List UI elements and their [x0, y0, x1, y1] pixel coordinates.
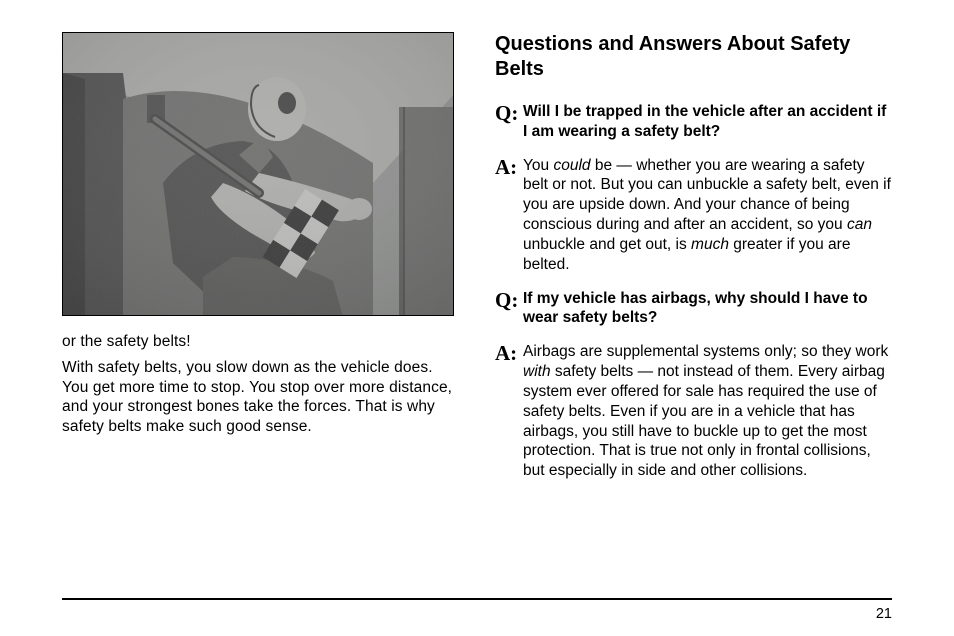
q-label: Q:: [495, 102, 523, 142]
a-label: A:: [495, 342, 523, 481]
footer-rule: [62, 598, 892, 600]
qa-list: Q:Will I be trapped in the vehicle after…: [495, 102, 892, 481]
a-label: A:: [495, 156, 523, 275]
question-block: Q:Will I be trapped in the vehicle after…: [495, 102, 892, 142]
left-text: or the safety belts! With safety belts, …: [62, 332, 459, 437]
answer-text: You could be — whether you are wearing a…: [523, 156, 892, 275]
answer-block: A:Airbags are supplemental systems only;…: [495, 342, 892, 481]
answer-block: A:You could be — whether you are wearing…: [495, 156, 892, 275]
left-column: or the safety belts! With safety belts, …: [62, 32, 459, 578]
question-block: Q:If my vehicle has airbags, why should …: [495, 289, 892, 329]
question-text: Will I be trapped in the vehicle after a…: [523, 102, 892, 142]
answer-text: Airbags are supplemental systems only; s…: [523, 342, 892, 481]
caption-paragraph: With safety belts, you slow down as the …: [62, 358, 459, 437]
page-number: 21: [876, 606, 892, 622]
crash-test-photo: [62, 32, 454, 316]
crash-dummy-illustration: [63, 33, 454, 316]
section-heading: Questions and Answers About Safety Belts: [495, 32, 892, 82]
caption-line-1: or the safety belts!: [62, 332, 459, 352]
page: or the safety belts! With safety belts, …: [0, 0, 954, 636]
columns: or the safety belts! With safety belts, …: [62, 32, 892, 578]
question-text: If my vehicle has airbags, why should I …: [523, 289, 892, 329]
q-label: Q:: [495, 289, 523, 329]
right-column: Questions and Answers About Safety Belts…: [495, 32, 892, 578]
